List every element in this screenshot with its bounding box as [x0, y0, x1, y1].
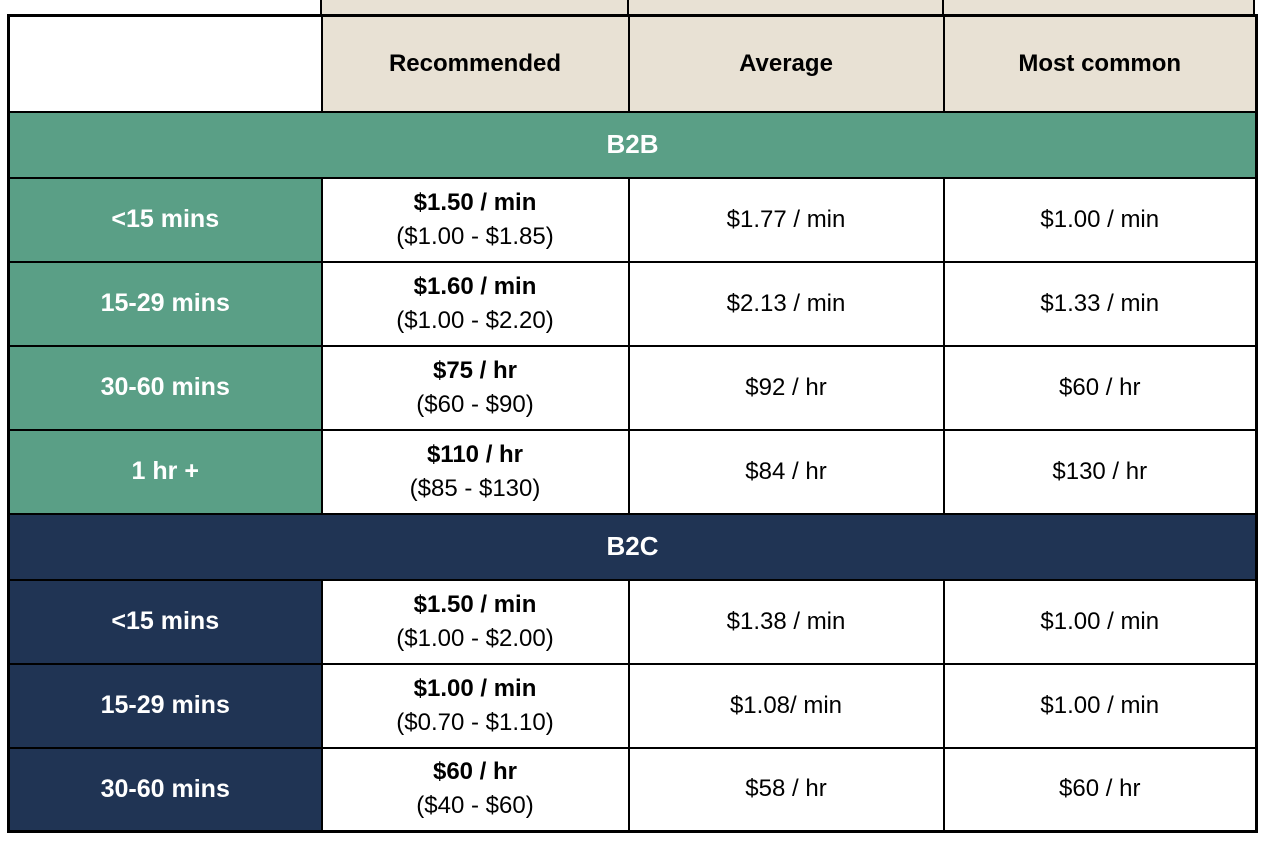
recommended-range: ($0.70 - $1.10) [396, 708, 554, 736]
most-common-value: $1.00 / min [942, 662, 1258, 749]
most-common-value: $130 / hr [942, 428, 1258, 515]
recommended-range: ($40 - $60) [416, 792, 534, 820]
average-value: $1.08/ min [627, 662, 945, 749]
average-value: $1.77 / min [627, 176, 945, 263]
recommended-cell: $75 / hr ($60 - $90) [320, 344, 630, 431]
recommended-cell: $110 / hr ($85 - $130) [320, 428, 630, 515]
table-row: <15 mins $1.50 / min ($1.00 - $1.85) $1.… [7, 176, 1258, 263]
column-header-most-common: Most common [942, 14, 1258, 113]
bleed-divider [320, 0, 322, 15]
average-value: $58 / hr [627, 746, 945, 833]
recommended-value: $60 / hr [432, 758, 518, 786]
most-common-value: $60 / hr [942, 344, 1258, 431]
table-row: 15-29 mins $1.60 / min ($1.00 - $2.20) $… [7, 260, 1258, 347]
row-label: <15 mins [7, 578, 323, 665]
section-band-row: B2B [7, 110, 1258, 179]
most-common-value: $1.33 / min [942, 260, 1258, 347]
recommended-value: $1.00 / min [413, 674, 537, 702]
header-bleed-strip [320, 0, 1255, 15]
recommended-range: ($60 - $90) [416, 390, 534, 418]
most-common-value: $1.00 / min [942, 176, 1258, 263]
row-label: 30-60 mins [7, 344, 323, 431]
recommended-value: $110 / hr [426, 440, 524, 468]
table-row: 15-29 mins $1.00 / min ($0.70 - $1.10) $… [7, 662, 1258, 749]
table-row: <15 mins $1.50 / min ($1.00 - $2.00) $1.… [7, 578, 1258, 665]
column-header-row: Recommended Average Most common [7, 14, 1258, 113]
bleed-divider [627, 0, 629, 15]
recommended-value: $1.60 / min [413, 272, 537, 300]
bleed-divider [1253, 0, 1255, 15]
section-header-b2b: B2B [7, 110, 1258, 179]
average-value: $2.13 / min [627, 260, 945, 347]
recommended-cell: $1.60 / min ($1.00 - $2.20) [320, 260, 630, 347]
recommended-range: ($85 - $130) [409, 474, 541, 502]
row-label: 15-29 mins [7, 260, 323, 347]
recommended-range: ($1.00 - $1.85) [396, 222, 554, 250]
row-label: 1 hr + [7, 428, 323, 515]
recommended-cell: $1.00 / min ($0.70 - $1.10) [320, 662, 630, 749]
pricing-table: Recommended Average Most common B2B <15 … [7, 14, 1258, 833]
column-header-recommended: Recommended [320, 14, 630, 113]
table-row: 30-60 mins $60 / hr ($40 - $60) $58 / hr… [7, 746, 1258, 833]
average-value: $84 / hr [627, 428, 945, 515]
recommended-range: ($1.00 - $2.00) [396, 624, 554, 652]
section-band-row: B2C [7, 512, 1258, 581]
recommended-cell: $1.50 / min ($1.00 - $1.85) [320, 176, 630, 263]
row-label: 15-29 mins [7, 662, 323, 749]
recommended-value: $75 / hr [432, 356, 518, 384]
row-label: <15 mins [7, 176, 323, 263]
recommended-cell: $60 / hr ($40 - $60) [320, 746, 630, 833]
recommended-value: $1.50 / min [413, 590, 537, 618]
column-header-average: Average [627, 14, 945, 113]
most-common-value: $60 / hr [942, 746, 1258, 833]
row-label: 30-60 mins [7, 746, 323, 833]
most-common-value: $1.00 / min [942, 578, 1258, 665]
recommended-value: $1.50 / min [413, 188, 537, 216]
section-header-b2c: B2C [7, 512, 1258, 581]
corner-cell [7, 14, 323, 113]
recommended-cell: $1.50 / min ($1.00 - $2.00) [320, 578, 630, 665]
table-row: 1 hr + $110 / hr ($85 - $130) $84 / hr $… [7, 428, 1258, 515]
average-value: $1.38 / min [627, 578, 945, 665]
average-value: $92 / hr [627, 344, 945, 431]
table-row: 30-60 mins $75 / hr ($60 - $90) $92 / hr… [7, 344, 1258, 431]
recommended-range: ($1.00 - $2.20) [396, 306, 554, 334]
bleed-divider [942, 0, 944, 15]
